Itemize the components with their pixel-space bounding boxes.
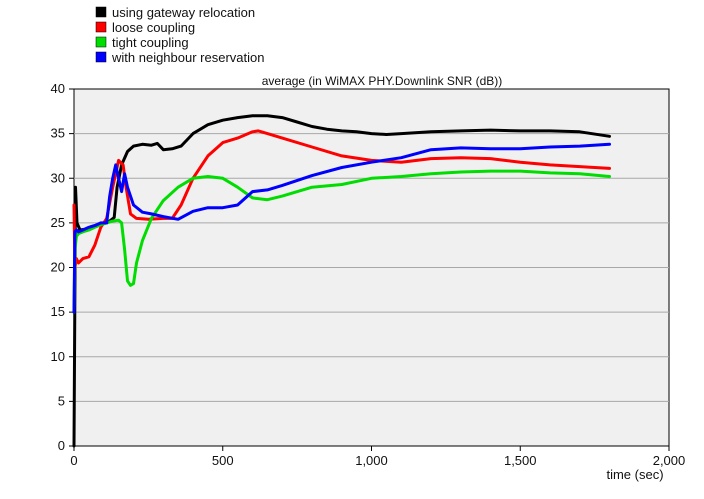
chart-title: average (in WiMAX PHY.Downlink SNR (dB)) [262, 74, 503, 88]
x-tick-label: 1,000 [355, 453, 388, 468]
x-axis: 0 500 1,000 1,500 2,000 [70, 446, 685, 468]
series-lines [72, 114, 611, 448]
legend-label: tight coupling [112, 35, 189, 50]
y-tick-label: 20 [51, 260, 65, 275]
y-tick-label: 10 [51, 349, 65, 364]
y-axis: 0 5 10 15 20 25 30 35 40 [51, 81, 74, 453]
y-tick-label: 5 [58, 393, 65, 408]
legend-label: loose coupling [112, 20, 195, 35]
x-tick-label: 500 [212, 453, 234, 468]
x-tick-label: 2,000 [653, 453, 686, 468]
x-axis-label: time (sec) [606, 467, 663, 482]
y-tick-label: 35 [51, 126, 65, 141]
x-tick-label: 0 [70, 453, 77, 468]
legend-swatch [95, 6, 107, 18]
series-line-1 [72, 129, 611, 269]
y-tick-label: 30 [51, 170, 65, 185]
y-tick-label: 25 [51, 215, 65, 230]
x-tick-label: 1,500 [504, 453, 537, 468]
y-tick-label: 15 [51, 304, 65, 319]
y-tick-label: 0 [58, 438, 65, 453]
y-tick-label: 40 [51, 81, 65, 96]
legend-label: with neighbour reservation [111, 50, 264, 65]
legend-label: using gateway relocation [112, 5, 255, 20]
legend-swatch [95, 21, 107, 33]
series-line-2 [72, 169, 611, 314]
legend-swatch [95, 51, 107, 63]
series-line-3 [72, 142, 611, 314]
legend-swatch [95, 36, 107, 48]
